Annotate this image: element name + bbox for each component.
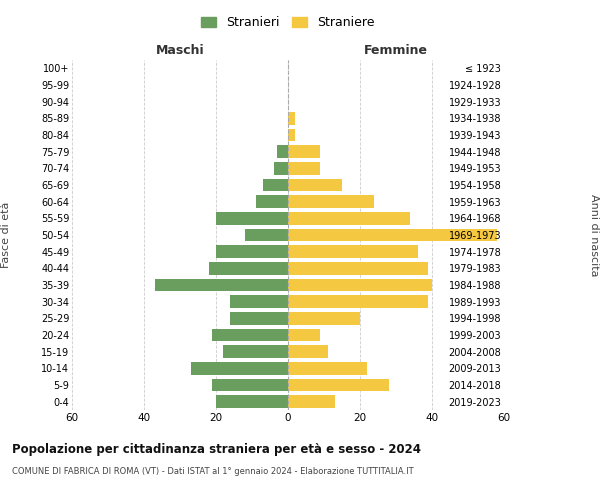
Text: Popolazione per cittadinanza straniera per età e sesso - 2024: Popolazione per cittadinanza straniera p…: [12, 442, 421, 456]
Legend: Stranieri, Straniere: Stranieri, Straniere: [196, 11, 380, 34]
Bar: [288, 279, 432, 291]
Text: Anni di nascita: Anni di nascita: [589, 194, 599, 276]
Bar: [216, 212, 288, 224]
Bar: [263, 179, 288, 192]
Bar: [209, 262, 288, 274]
Bar: [288, 146, 320, 158]
Text: Maschi: Maschi: [155, 44, 205, 57]
Bar: [256, 196, 288, 208]
Text: Femmine: Femmine: [364, 44, 428, 57]
Bar: [216, 396, 288, 408]
Bar: [245, 229, 288, 241]
Bar: [288, 162, 320, 174]
Bar: [288, 312, 360, 324]
Bar: [212, 379, 288, 391]
Bar: [274, 162, 288, 174]
Bar: [288, 179, 342, 192]
Bar: [288, 229, 497, 241]
Bar: [230, 312, 288, 324]
Bar: [288, 129, 295, 141]
Bar: [212, 329, 288, 341]
Bar: [223, 346, 288, 358]
Text: COMUNE DI FABRICA DI ROMA (VT) - Dati ISTAT al 1° gennaio 2024 - Elaborazione TU: COMUNE DI FABRICA DI ROMA (VT) - Dati IS…: [12, 468, 413, 476]
Bar: [155, 279, 288, 291]
Bar: [288, 379, 389, 391]
Bar: [288, 196, 374, 208]
Bar: [230, 296, 288, 308]
Bar: [288, 262, 428, 274]
Text: Fasce di età: Fasce di età: [1, 202, 11, 268]
Bar: [288, 329, 320, 341]
Bar: [277, 146, 288, 158]
Bar: [216, 246, 288, 258]
Bar: [288, 296, 428, 308]
Bar: [288, 212, 410, 224]
Bar: [288, 362, 367, 374]
Bar: [288, 112, 295, 124]
Bar: [288, 346, 328, 358]
Bar: [191, 362, 288, 374]
Bar: [288, 396, 335, 408]
Bar: [288, 246, 418, 258]
